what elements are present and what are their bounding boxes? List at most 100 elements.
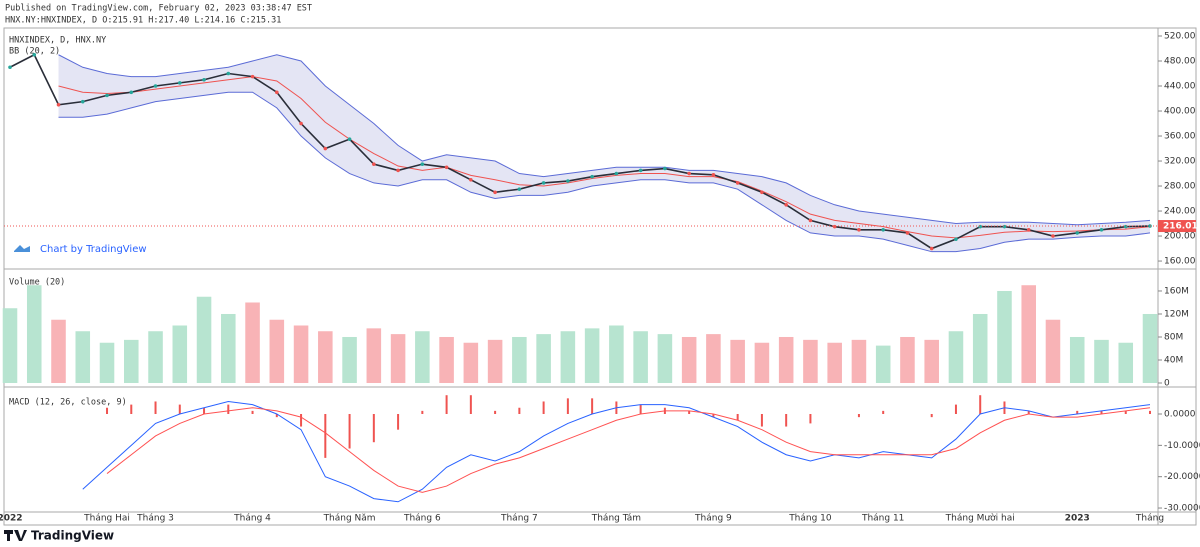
volume-bar — [415, 331, 430, 383]
price-point — [517, 187, 522, 191]
watermark[interactable]: Chart by TradingView — [40, 244, 147, 255]
volume-bar — [318, 331, 333, 383]
volume-bar — [851, 339, 867, 383]
y-tick-label: -20.0000 — [1164, 472, 1200, 482]
y-tick-label: -30.0000 — [1164, 504, 1200, 514]
volume-bar — [439, 336, 454, 383]
y-tick-label: 160M — [1164, 286, 1189, 296]
y-tick-label: 320.00 — [1164, 157, 1196, 167]
y-tick-label: 0 — [1164, 379, 1170, 389]
volume-bar — [366, 328, 382, 383]
watermark-icon — [14, 245, 30, 252]
x-tick-label: Tháng 6 — [403, 514, 441, 524]
volume-bar — [512, 336, 527, 383]
x-tick-label: Tháng 10 — [788, 514, 832, 524]
volume-bar — [293, 325, 309, 383]
price-point — [784, 202, 788, 207]
pane-title: Volume (20) — [9, 278, 65, 288]
pane-title: MACD (12, 26, close, 9) — [9, 398, 127, 408]
volume-bar — [1094, 339, 1109, 383]
volume-bar — [778, 336, 794, 383]
volume-bar — [1118, 342, 1134, 383]
volume-bar — [26, 285, 42, 383]
x-tick-label: Tháng — [1135, 514, 1164, 524]
price-point — [347, 137, 352, 141]
price-point — [808, 218, 813, 223]
y-tick-label: 80M — [1164, 332, 1183, 342]
volume-bar — [924, 339, 939, 383]
y-tick-label: 440.00 — [1164, 82, 1196, 92]
price-point — [299, 121, 303, 126]
price-point — [396, 168, 400, 173]
price-point — [905, 231, 910, 235]
volume-bar — [342, 336, 357, 383]
logo[interactable]: TradingView — [31, 529, 114, 543]
volume-bar — [997, 290, 1012, 383]
volume-bar — [657, 334, 673, 383]
volume-bar — [487, 339, 503, 383]
volume-bar — [269, 319, 285, 383]
volume-bar — [196, 296, 212, 383]
logo-icon — [4, 530, 27, 541]
volume-bar — [75, 331, 91, 383]
price-point — [420, 162, 425, 166]
pane-title: HNXINDEX, D, HNX.NY — [9, 36, 106, 46]
price-point — [614, 171, 619, 176]
volume-bar — [803, 339, 818, 383]
y-tick-label: 280.00 — [1164, 182, 1196, 192]
volume-bar — [827, 342, 842, 383]
series-line — [106, 407, 1151, 493]
price-point — [275, 90, 279, 95]
series-line — [82, 400, 1151, 503]
x-tick-label: 2022 — [0, 514, 23, 524]
price-point — [372, 162, 376, 166]
volume-bar — [99, 342, 115, 383]
price-point — [687, 171, 691, 176]
price-point — [469, 177, 473, 182]
price-point — [250, 74, 255, 79]
x-tick-label: Tháng 3 — [136, 514, 174, 524]
volume-bar — [221, 313, 236, 383]
volume-bar — [51, 319, 66, 383]
price-point — [566, 179, 570, 183]
y-tick-label: 160.00 — [1164, 257, 1196, 267]
volume-bar — [972, 313, 988, 383]
price-point — [153, 84, 158, 88]
indicator-title: BB (20, 2) — [9, 47, 60, 57]
volume-bar — [754, 342, 770, 383]
x-tick-label: Tháng 9 — [694, 514, 732, 524]
price-point — [711, 172, 716, 177]
price-point — [56, 102, 61, 107]
price-point — [638, 168, 643, 173]
price-point — [8, 65, 12, 70]
price-point — [832, 224, 837, 229]
plot: 160.00 200.00 240.00 280.00 320.00 360.00 400.… — [0, 32, 1200, 524]
volume-bar — [609, 325, 624, 383]
y-tick-label: 480.00 — [1164, 57, 1196, 67]
price-point — [177, 81, 182, 85]
price-line — [9, 53, 1151, 250]
y-tick-label: 200.00 — [1164, 232, 1196, 242]
symbol-line: HNX.NY:HNXINDEX, D O:215.91 H:217.40 L:2… — [5, 16, 281, 26]
volume-bar — [900, 336, 915, 383]
price-point — [881, 227, 885, 232]
volume-bar — [706, 334, 721, 383]
price-point — [954, 237, 958, 241]
price-point — [1051, 234, 1055, 238]
band-upper — [58, 54, 1151, 226]
price-point — [1002, 224, 1007, 229]
volume-bar — [2, 308, 18, 383]
price-point — [32, 52, 37, 57]
volume-bar — [1021, 285, 1036, 383]
price-point — [1075, 231, 1080, 235]
volume-bar — [463, 342, 479, 383]
x-tick-label: Tháng Tám — [591, 514, 641, 524]
price-point — [105, 93, 109, 98]
x-tick-label: Tháng Hai — [83, 514, 130, 524]
last-price-label: 216.01 — [1163, 222, 1198, 232]
price-point — [929, 246, 934, 251]
price-point — [541, 181, 546, 185]
x-tick-label: Tháng 11 — [861, 514, 904, 524]
y-tick-label: 400.00 — [1164, 107, 1196, 117]
price-point — [1099, 227, 1104, 232]
